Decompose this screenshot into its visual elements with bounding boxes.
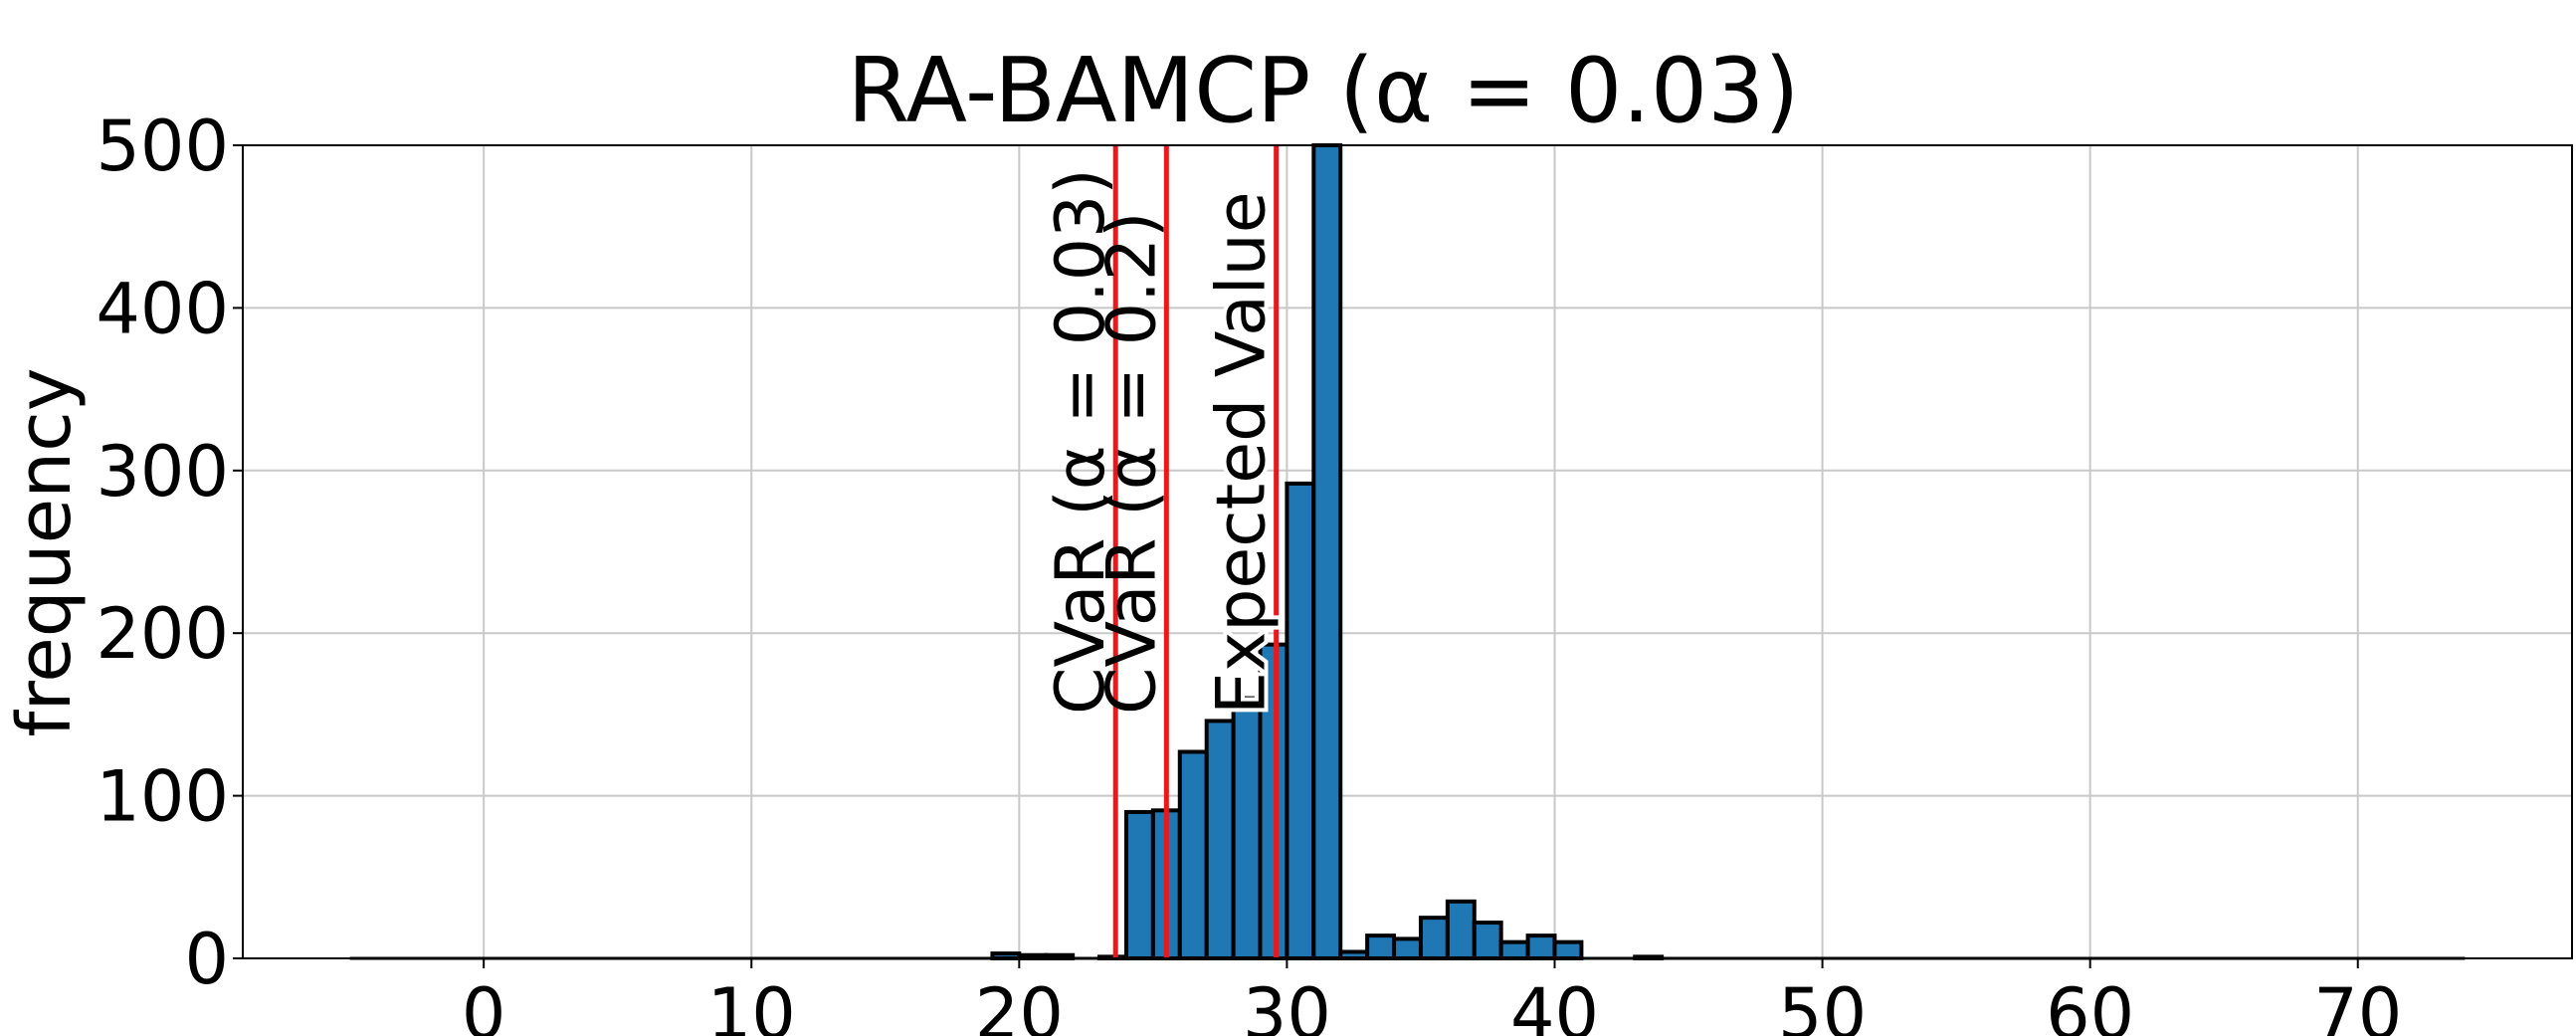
x-tick-label: 40 xyxy=(1510,973,1599,1036)
y-tick-label: 0 xyxy=(184,919,229,1000)
x-tick-labels: 0 10 20 30 40 50 60 70 xyxy=(462,958,2402,1036)
histogram-bar xyxy=(1231,696,1263,960)
plot-frame xyxy=(242,144,2573,959)
histogram-bar xyxy=(1177,749,1209,960)
y-tick-labels: 0 100 200 300 400 500 xyxy=(96,105,243,1000)
x-tick-label: 60 xyxy=(2046,973,2134,1036)
x-tick-label: 70 xyxy=(2313,973,2402,1036)
reference-line-label: Expected Value xyxy=(1203,191,1282,715)
histogram-bar xyxy=(1123,809,1155,960)
histogram-bar xyxy=(1285,481,1316,960)
x-tick-label: 20 xyxy=(975,973,1064,1036)
grid-lines xyxy=(243,144,2572,959)
y-tick-label: 300 xyxy=(96,431,229,513)
chart-title: RA-BAMCP (α = 0.03) xyxy=(848,39,1800,143)
x-tick-label: 0 xyxy=(462,973,506,1036)
reference-line-label: CVaR (α = 0.2) xyxy=(1092,212,1171,715)
x-tick-label: 10 xyxy=(707,973,796,1036)
histogram-bar xyxy=(1552,939,1584,960)
x-tick-label: 50 xyxy=(1778,973,1867,1036)
y-tick-label: 400 xyxy=(96,268,229,349)
histogram-bar xyxy=(1204,719,1236,960)
x-tick-label: 30 xyxy=(1243,973,1331,1036)
reference-lines: CVaR (α = 0.03)CVaR (α = 0.2) Expected Va… xyxy=(1042,145,1286,958)
histogram-bar xyxy=(1498,939,1530,960)
histogram-bar xyxy=(1472,921,1503,960)
y-tick-label: 100 xyxy=(96,756,229,838)
histogram-bar xyxy=(1311,143,1343,960)
histogram-bar xyxy=(1418,916,1450,961)
y-axis-label: frequency xyxy=(2,367,88,736)
reference-line-label: CVaR (α = 0.03) xyxy=(1042,168,1120,715)
y-tick-label: 500 xyxy=(96,105,229,187)
histogram-bar xyxy=(1445,899,1477,960)
histogram-bar xyxy=(1525,933,1557,961)
histogram-bar xyxy=(1365,933,1397,961)
histogram-bar xyxy=(1392,936,1423,961)
y-tick-label: 200 xyxy=(96,593,229,675)
